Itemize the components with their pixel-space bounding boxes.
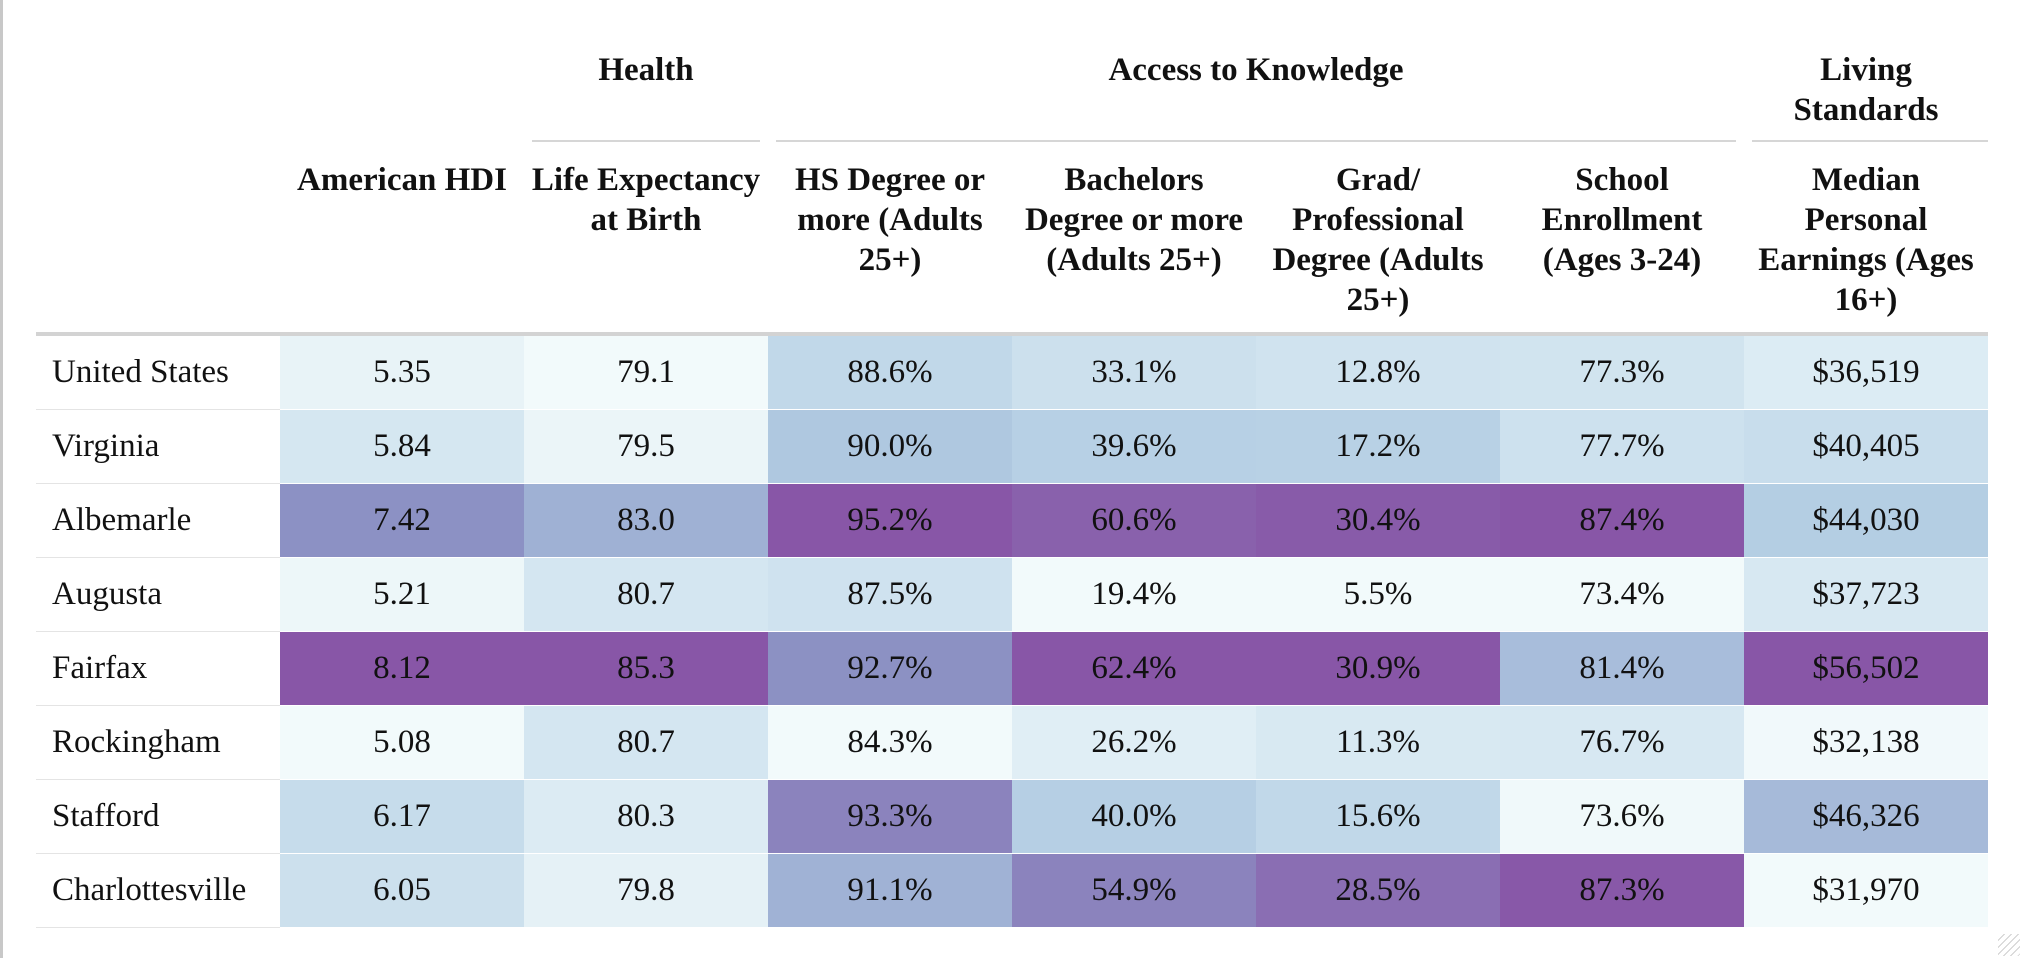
row-label: Rockingham [36, 705, 280, 780]
hdi-table: Health Access to Knowledge Living Standard… [36, 36, 1988, 928]
table-cell: 92.7% [768, 631, 1012, 706]
table-cell: 87.4% [1500, 483, 1744, 558]
table-cell: 5.5% [1256, 557, 1500, 632]
table-cell: 76.7% [1500, 705, 1744, 780]
row-label: Augusta [36, 557, 280, 632]
table-cell: $56,502 [1744, 631, 1988, 706]
table-cell: 79.5 [524, 409, 768, 484]
table-cell: 54.9% [1012, 853, 1256, 928]
table-cell: 15.6% [1256, 779, 1500, 854]
table-row: Augusta 5.21 80.7 87.5% 19.4% 5.5% 73.4% $37,72… [36, 557, 1988, 632]
row-label: United States [36, 334, 280, 410]
column-header: Grad/ Professional Degree (Adults 25+) [1256, 142, 1500, 336]
table-cell: 5.35 [280, 334, 524, 410]
table-cell: 84.3% [768, 705, 1012, 780]
column-header: Bachelors Degree or more (Adults 25+) [1012, 142, 1256, 336]
table-cell: 77.3% [1500, 334, 1744, 410]
column-group-underline [776, 140, 1736, 142]
table-cell: 39.6% [1012, 409, 1256, 484]
row-label-column-header [36, 142, 280, 336]
table-cell: $37,723 [1744, 557, 1988, 632]
column-header: American HDI [280, 142, 524, 336]
table-row: United States 5.35 79.1 88.6% 33.1% 12.8% 77.3… [36, 334, 1988, 410]
column-header: School Enrollment (Ages 3-24) [1500, 142, 1744, 336]
table-cell: 26.2% [1012, 705, 1256, 780]
table-cell: 5.08 [280, 705, 524, 780]
table-cell: $46,326 [1744, 779, 1988, 854]
table-cell: 60.6% [1012, 483, 1256, 558]
column-header: HS Degree or more (Adults 25+) [768, 142, 1012, 336]
table-cell: 85.3 [524, 631, 768, 706]
table-cell: 80.7 [524, 705, 768, 780]
table-cell: 73.6% [1500, 779, 1744, 854]
column-header-row: American HDI Life Expectancy at Birth HS D… [36, 142, 1988, 336]
table-cell: 79.1 [524, 334, 768, 410]
table-row: Stafford 6.17 80.3 93.3% 40.0% 15.6% 73.6% $46,… [36, 779, 1988, 854]
table-row: Rockingham 5.08 80.7 84.3% 26.2% 11.3% 76.7% $3… [36, 705, 1988, 780]
table-cell: $32,138 [1744, 705, 1988, 780]
hdi-table-container: Health Access to Knowledge Living Standard… [36, 36, 1988, 928]
table-cell: 77.7% [1500, 409, 1744, 484]
table-cell: $36,519 [1744, 334, 1988, 410]
table-cell: 83.0 [524, 483, 768, 558]
table-cell: 12.8% [1256, 334, 1500, 410]
table-cell: 33.1% [1012, 334, 1256, 410]
table-cell: 40.0% [1012, 779, 1256, 854]
table-cell: 79.8 [524, 853, 768, 928]
table-cell: 95.2% [768, 483, 1012, 558]
table-row: Charlottesville 6.05 79.8 91.1% 54.9% 28.5% 87… [36, 853, 1988, 928]
row-label: Fairfax [36, 631, 280, 706]
table-cell: $31,970 [1744, 853, 1988, 928]
column-group-spacer [36, 36, 280, 142]
table-cell: 17.2% [1256, 409, 1500, 484]
row-label: Albemarle [36, 483, 280, 558]
column-group-header: Health [524, 36, 768, 142]
table-cell: 30.4% [1256, 483, 1500, 558]
table-cell: 28.5% [1256, 853, 1500, 928]
column-group-header-row: Health Access to Knowledge Living Standard… [36, 36, 1988, 142]
table-row: Fairfax 8.12 85.3 92.7% 62.4% 30.9% 81.4% $56,5… [36, 631, 1988, 706]
column-group-header: Living Standards [1744, 36, 1988, 142]
table-cell: 6.05 [280, 853, 524, 928]
row-label: Charlottesville [36, 853, 280, 928]
window-left-edge [0, 0, 3, 958]
table-cell: 87.3% [1500, 853, 1744, 928]
table-cell: 19.4% [1012, 557, 1256, 632]
table-cell: 7.42 [280, 483, 524, 558]
row-label: Stafford [36, 779, 280, 854]
resize-grip-icon[interactable] [1998, 934, 2020, 956]
table-cell: 6.17 [280, 779, 524, 854]
table-body: United States 5.35 79.1 88.6% 33.1% 12.8% 77.3… [36, 334, 1988, 928]
column-group-underline [532, 140, 760, 142]
table-cell: 30.9% [1256, 631, 1500, 706]
table-cell: 87.5% [768, 557, 1012, 632]
table-cell: 91.1% [768, 853, 1012, 928]
table-cell: 80.3 [524, 779, 768, 854]
table-cell: 93.3% [768, 779, 1012, 854]
table-cell: $40,405 [1744, 409, 1988, 484]
table-row: Albemarle 7.42 83.0 95.2% 60.6% 30.4% 87.4% $44… [36, 483, 1988, 558]
table-cell: 80.7 [524, 557, 768, 632]
column-header: Life Expectancy at Birth [524, 142, 768, 336]
table-cell: 8.12 [280, 631, 524, 706]
table-cell: 88.6% [768, 334, 1012, 410]
table-cell: 11.3% [1256, 705, 1500, 780]
row-label: Virginia [36, 409, 280, 484]
table-cell: 73.4% [1500, 557, 1744, 632]
table-cell: 5.84 [280, 409, 524, 484]
table-row: Virginia 5.84 79.5 90.0% 39.6% 17.2% 77.7% $40,… [36, 409, 1988, 484]
table-cell: 62.4% [1012, 631, 1256, 706]
column-group-spacer [280, 36, 524, 142]
column-header: Median Personal Earnings (Ages 16+) [1744, 142, 1988, 336]
column-group-underline [1752, 140, 1988, 142]
table-cell: $44,030 [1744, 483, 1988, 558]
table-cell: 90.0% [768, 409, 1012, 484]
table-cell: 5.21 [280, 557, 524, 632]
table-cell: 81.4% [1500, 631, 1744, 706]
column-group-header: Access to Knowledge [768, 36, 1744, 142]
